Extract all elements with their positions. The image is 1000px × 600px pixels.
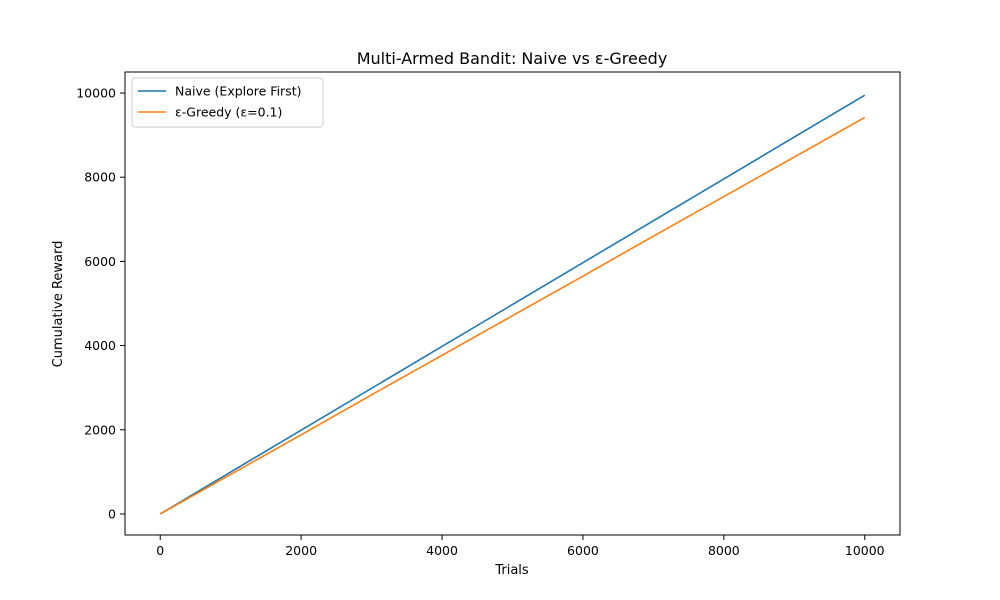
x-axis-label: Trials	[494, 563, 529, 578]
x-tick-label: 8000	[708, 543, 740, 558]
legend-label-1: ε-Greedy (ε=0.1)	[175, 105, 282, 120]
y-tick-label: 4000	[84, 338, 116, 353]
legend-label-0: Naive (Explore First)	[175, 84, 301, 99]
y-axis-ticks: 0 2000 4000 6000 8000 10000	[76, 86, 125, 521]
x-tick-label: 10000	[845, 543, 885, 558]
legend-box	[131, 77, 324, 128]
series-line-0	[159, 94, 866, 515]
y-tick-label: 0	[108, 506, 116, 521]
y-tick-label: 2000	[84, 422, 116, 437]
chart-title: Multi-Armed Bandit: Naive vs ε-Greedy	[357, 49, 668, 68]
series-line-1	[159, 116, 866, 515]
axes-frame	[124, 71, 901, 536]
y-tick-label: 6000	[84, 254, 116, 269]
y-tick-label: 8000	[84, 170, 116, 185]
x-tick-label: 4000	[426, 543, 458, 558]
x-axis-ticks: 0 2000 4000 6000 8000 10000	[156, 535, 885, 558]
y-tick-label: 10000	[76, 86, 116, 101]
y-axis-label: Cumulative Reward	[51, 241, 66, 368]
series-layer	[159, 94, 866, 515]
legend: Naive (Explore First) ε-Greedy (ε=0.1)	[131, 77, 324, 128]
x-tick-label: 6000	[567, 543, 599, 558]
x-tick-label: 0	[156, 543, 164, 558]
x-tick-label: 2000	[285, 543, 317, 558]
